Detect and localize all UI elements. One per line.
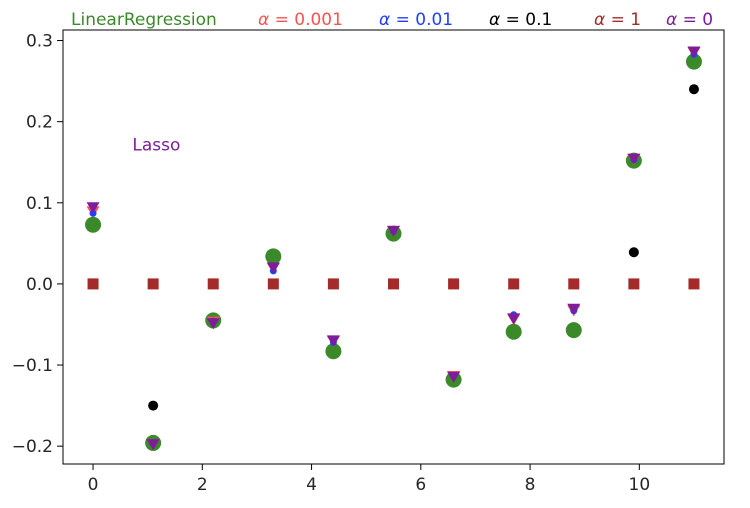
- y-tick-label: 0.1: [26, 194, 53, 214]
- data-point: [688, 84, 699, 95]
- data-point: [387, 225, 400, 237]
- data-point: [627, 153, 641, 165]
- y-tick-label: −0.2: [12, 437, 53, 457]
- x-tick-label: 6: [415, 475, 426, 495]
- legend-label: α = 0.001: [258, 10, 343, 30]
- lasso-annotation: Lasso: [132, 135, 180, 155]
- x-tick-label: 0: [88, 475, 99, 495]
- legend-label: LinearRegression: [71, 10, 217, 30]
- data-point: [327, 278, 339, 290]
- data-point: [87, 278, 99, 290]
- data-point: [86, 202, 100, 214]
- data-point: [507, 313, 521, 325]
- x-tick-label: 4: [306, 475, 317, 495]
- data-point: [628, 278, 640, 290]
- data-point: [206, 318, 220, 330]
- series-2: [89, 50, 698, 448]
- data-point: [85, 216, 102, 233]
- y-tick-label: 0.3: [26, 32, 53, 52]
- x-tick-label: 8: [525, 475, 536, 495]
- data-point: [565, 322, 582, 339]
- data-marks: [85, 46, 702, 451]
- data-point: [146, 439, 160, 451]
- series-0: [85, 53, 702, 451]
- y-tick-label: 0.2: [26, 113, 53, 133]
- data-point: [567, 303, 581, 315]
- series-5: [86, 46, 701, 451]
- series-4: [87, 278, 700, 290]
- data-point: [267, 278, 279, 290]
- x-tick-label: 2: [197, 475, 208, 495]
- data-point: [685, 53, 702, 70]
- data-point: [505, 323, 522, 340]
- data-point: [628, 247, 639, 258]
- y-tick-label: 0.0: [26, 275, 53, 295]
- data-point: [568, 278, 580, 290]
- legend: LinearRegression α = 0.001 α = 0.01 α = 0.1…: [71, 10, 713, 30]
- data-point: [326, 335, 340, 347]
- axes: 0 2 4 6 8 10 −0.2 −0.1 0.0 0.1 0.2 0.3: [12, 29, 725, 495]
- data-point: [447, 371, 461, 383]
- legend-label: α = 0.1: [489, 10, 552, 30]
- series-1: [86, 47, 701, 451]
- data-point: [388, 278, 399, 290]
- data-point: [508, 278, 520, 290]
- data-point: [207, 278, 219, 290]
- legend-label: α = 0: [666, 10, 713, 30]
- data-point: [448, 278, 460, 290]
- plot-frame: [62, 29, 725, 465]
- legend-label: α = 0.01: [379, 10, 453, 30]
- data-point: [325, 343, 342, 360]
- data-point: [148, 400, 159, 411]
- data-point: [687, 46, 701, 58]
- series-3: [148, 84, 699, 411]
- x-tick-label: 10: [629, 475, 651, 495]
- data-point: [688, 278, 700, 290]
- y-tick-label: −0.1: [12, 356, 53, 376]
- data-point: [265, 248, 282, 265]
- data-point: [266, 262, 280, 274]
- legend-label: α = 1: [594, 10, 641, 30]
- data-point: [147, 278, 159, 290]
